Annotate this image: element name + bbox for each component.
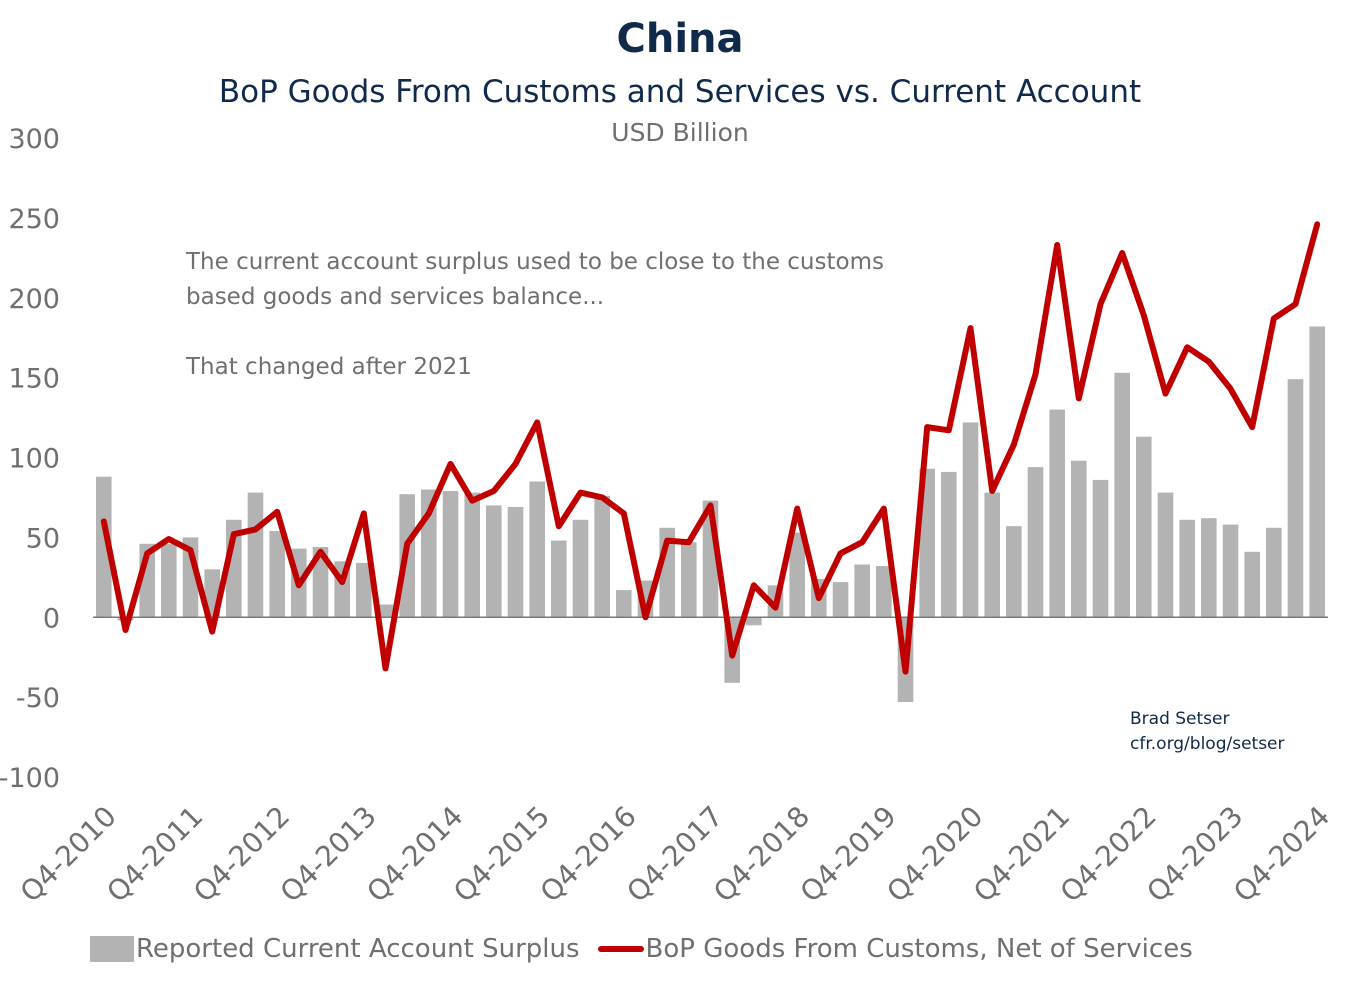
bar [1006, 526, 1022, 618]
bar [551, 540, 567, 618]
bar [681, 542, 697, 618]
credit-author: Brad Setser [1130, 709, 1230, 729]
bar [1244, 551, 1260, 618]
annotation-text-2: That changed after 2021 [186, 354, 472, 380]
bar [1287, 379, 1304, 618]
bar [312, 547, 329, 618]
bar [1114, 372, 1130, 618]
bar [1266, 527, 1282, 618]
bar [161, 543, 177, 618]
bar [616, 590, 632, 618]
bar [941, 471, 957, 618]
bar [356, 562, 372, 618]
bar [876, 566, 892, 618]
bar [1092, 479, 1109, 618]
legend: Reported Current Account Surplus BoP Goo… [90, 932, 1193, 966]
bar [269, 531, 285, 618]
bar [789, 532, 805, 618]
legend-bar-label: Reported Current Account Surplus [136, 934, 580, 964]
bar [1027, 467, 1044, 618]
y-tick-label: 50 [26, 523, 60, 554]
x-axis-ticks: Q4-2010Q4-2011Q4-2012Q4-2013Q4-2014Q4-20… [14, 800, 1336, 909]
bar [507, 507, 524, 618]
bar [1071, 460, 1087, 618]
line-series [100, 221, 1321, 675]
bar [1179, 519, 1195, 618]
chart-unit-label: USD Billion [611, 118, 749, 147]
bar [746, 617, 762, 626]
bar [594, 495, 610, 618]
legend-line-label: BoP Goods From Customs, Net of Services [645, 934, 1193, 964]
bar [1201, 518, 1217, 618]
bar [1157, 492, 1174, 618]
bar [832, 582, 849, 618]
y-tick-label: 150 [8, 364, 60, 395]
legend-bar-swatch [90, 936, 134, 962]
bar [377, 604, 394, 618]
credit-url: cfr.org/blog/setser [1130, 734, 1285, 754]
y-tick-label: 0 [43, 603, 60, 634]
y-tick-label: -100 [0, 763, 60, 794]
chart-title: China [616, 16, 744, 62]
bar [442, 491, 459, 618]
chart-subtitle: BoP Goods From Customs and Services vs. … [218, 74, 1142, 110]
bar [962, 422, 979, 618]
bar [1049, 409, 1065, 618]
y-tick-label: 300 [8, 124, 60, 155]
bar [96, 476, 112, 618]
bar [1309, 326, 1325, 618]
y-tick-label: 100 [8, 444, 60, 475]
bar [572, 519, 589, 618]
bar [247, 492, 264, 618]
annotation-text-1: The current account surplus used to be c… [186, 249, 884, 310]
bar [529, 481, 545, 618]
bar [1222, 524, 1239, 618]
bar [984, 492, 1000, 618]
bar [1136, 436, 1152, 618]
x-tick-label: Q4-2024 [1227, 800, 1336, 909]
bar [854, 564, 870, 618]
bar [919, 468, 935, 618]
y-tick-label: 250 [8, 204, 60, 235]
bar [464, 492, 480, 618]
legend-line-swatch [597, 946, 644, 952]
y-tick-label: -50 [16, 683, 60, 714]
y-axis-ticks: 300 250 200 150 100 50 0 -50 -100 [0, 124, 60, 794]
y-tick-label: 200 [8, 284, 60, 315]
bar [486, 505, 502, 618]
